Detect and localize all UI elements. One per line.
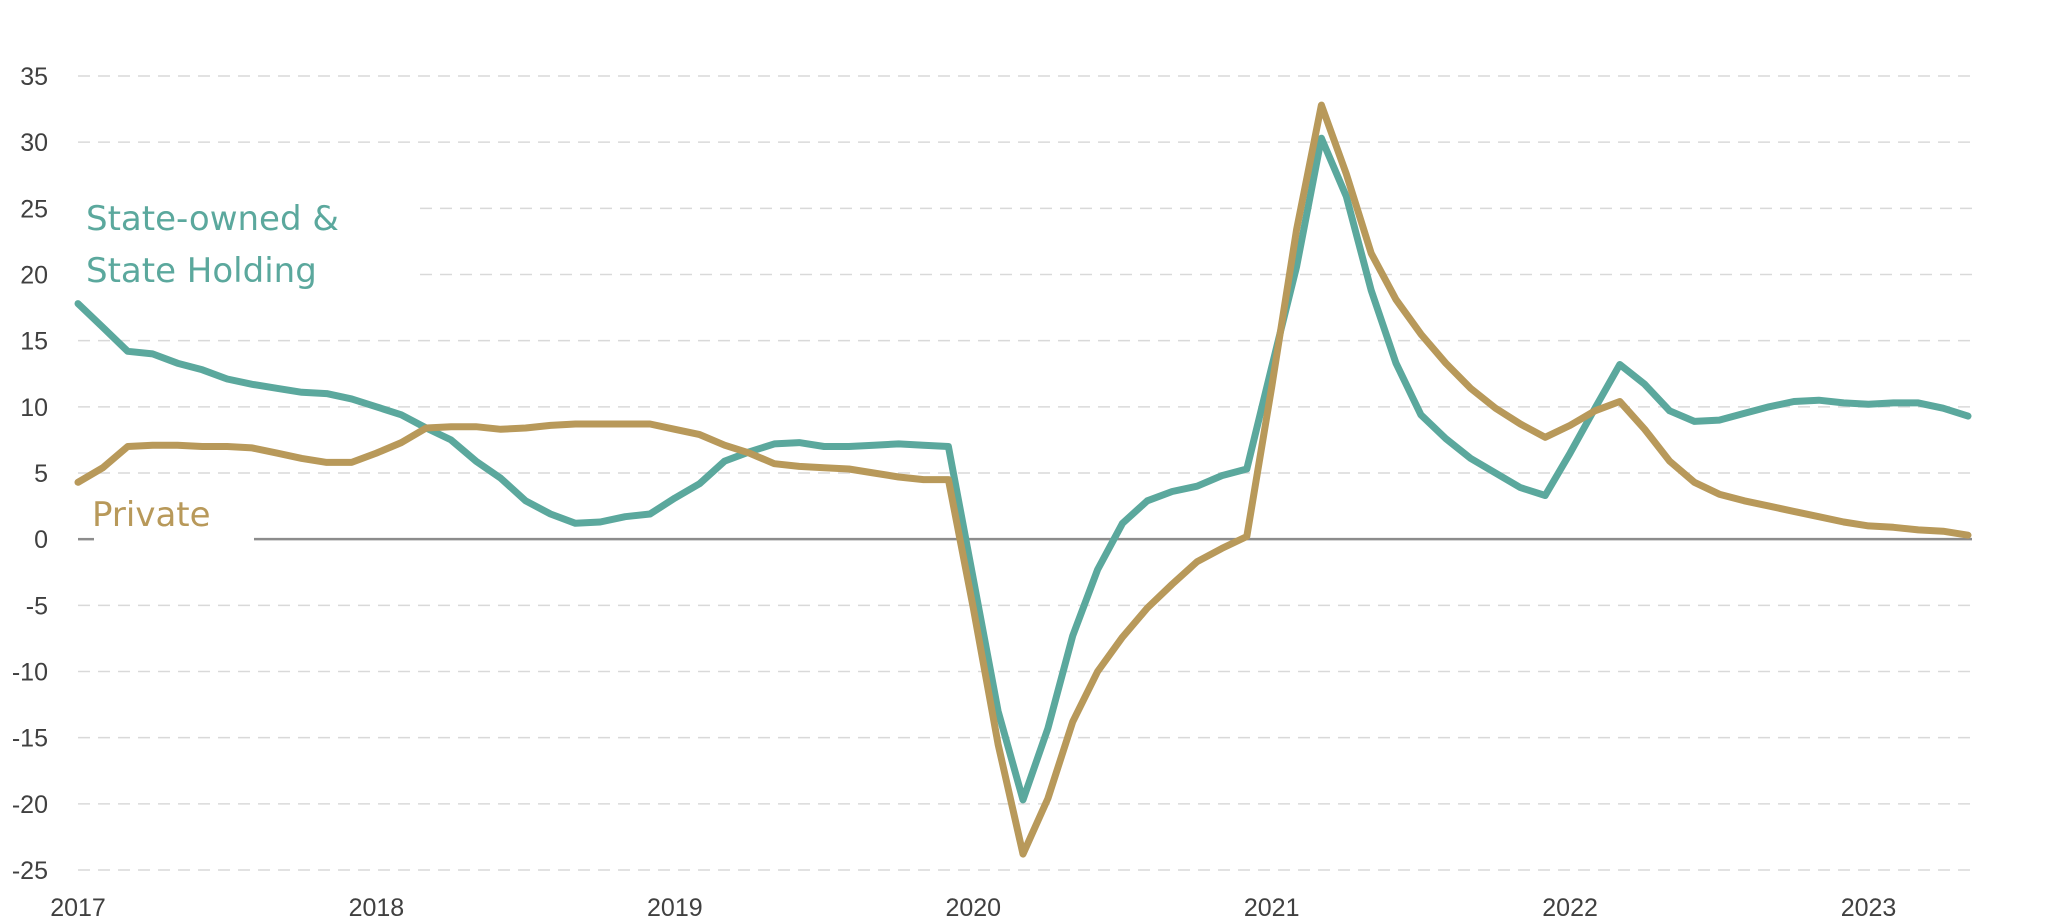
x-tick-label: 2021 (1244, 894, 1300, 922)
y-tick-label: 30 (20, 129, 48, 157)
x-tick-label: 2022 (1542, 894, 1598, 922)
y-tick-label: 35 (20, 63, 48, 91)
y-tick-label: -10 (12, 659, 48, 687)
x-axis-ticks: 2017 2018 2019 2020 2021 2022 2023 (50, 894, 1896, 922)
y-tick-label: 25 (20, 195, 48, 223)
x-tick-label: 2018 (349, 894, 405, 922)
y-tick-label: 0 (34, 526, 48, 554)
state-series-line (74, 134, 1972, 804)
y-tick-label: 15 (20, 328, 48, 356)
y-tick-label: -20 (12, 791, 48, 819)
y-tick-label: -5 (26, 592, 48, 620)
x-tick-label: 2020 (945, 894, 1001, 922)
y-axis-ticks: 35 30 25 20 15 10 5 0 -5 -10 -15 -20 -25 (12, 63, 48, 885)
y-tick-label: -15 (12, 725, 48, 753)
series-labels: State-owned & State Holding Private (86, 199, 339, 535)
x-tick-label: 2017 (50, 894, 106, 922)
private-series-label: Private (92, 495, 211, 535)
x-tick-label: 2023 (1841, 894, 1897, 922)
private-series-line (74, 101, 1972, 858)
x-tick-label: 2019 (647, 894, 703, 922)
y-tick-label: 20 (20, 262, 48, 290)
series-lines (74, 101, 1972, 858)
y-tick-label: 5 (34, 460, 48, 488)
state-series-label: State-owned & State Holding (86, 199, 339, 291)
y-tick-label: 10 (20, 394, 48, 422)
y-tick-label: -25 (12, 857, 48, 885)
